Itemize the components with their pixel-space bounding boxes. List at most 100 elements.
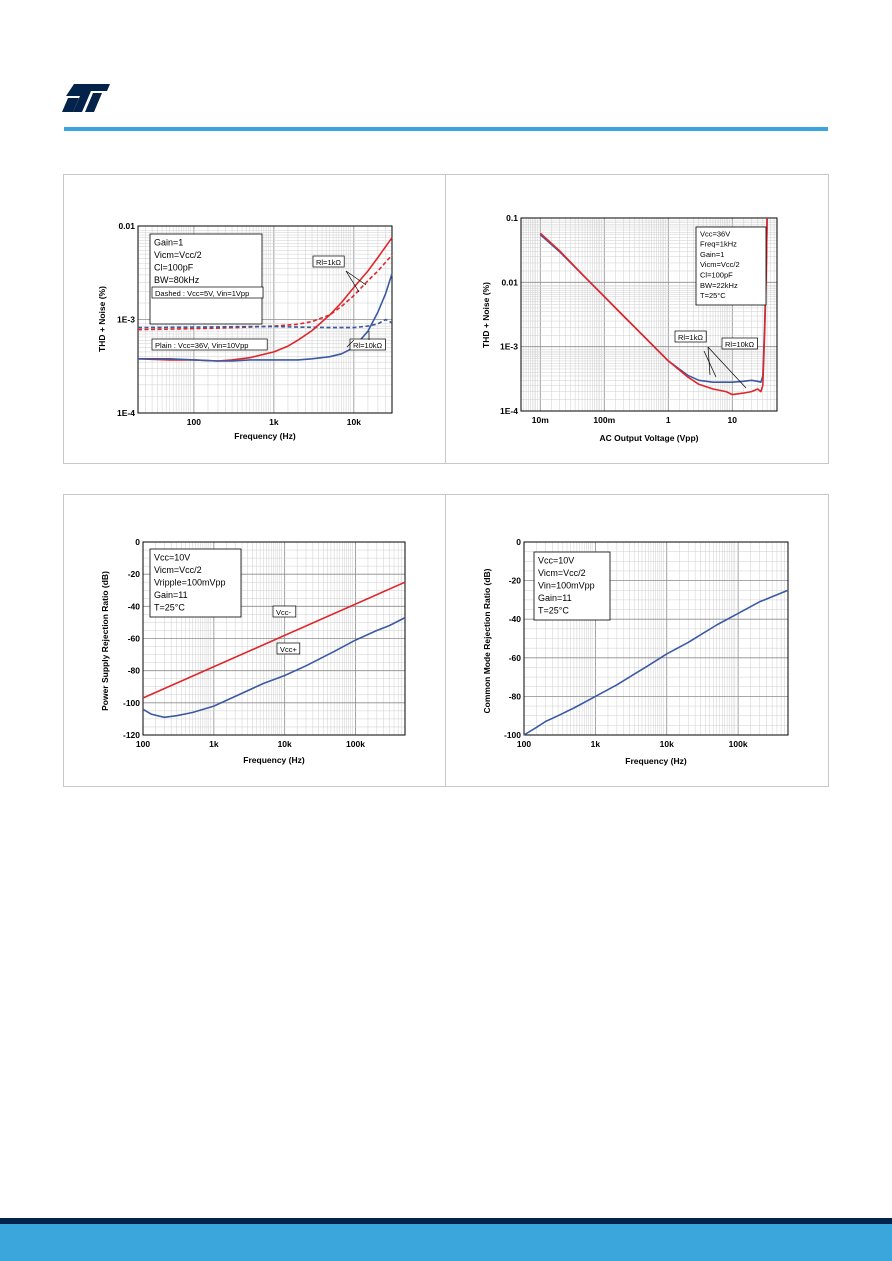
y-tick-label: -20 [128,569,141,579]
panel-divider-top [445,175,446,463]
x-tick-label: 100 [187,417,201,427]
x-axis-label: Frequency (Hz) [234,431,296,441]
series-line-red-solid [142,581,406,699]
figure-panel-bottom [63,494,829,787]
annotation-text: Rl=10kΩ [725,340,755,349]
y-tick-label: 0 [516,537,521,547]
condition-text: T=25°C [700,291,726,300]
annotation-box [151,286,264,299]
header-rule [64,127,828,131]
condition-text: Vcc=36V [700,229,730,238]
condition-text: T=25°C [538,606,569,616]
condition-text: BW=22kHz [700,281,738,290]
x-tick-label: 10k [347,417,361,427]
axis-ticks: 100 1k 10k 100k -120 -100 -80 -60 -40 -20 0 [123,537,365,749]
y-tick-label: 0.1 [506,213,518,223]
y-tick-label: -60 [128,634,141,644]
x-tick-label: 100k [346,739,365,749]
annotation-text: Rl=1kΩ [678,333,703,342]
annotations: Dashed : Vcc=5V, Vin=1Vpp Plain : Vcc=36V… [151,255,386,351]
conditions-frame [695,226,767,306]
plot-frame [523,541,789,736]
condition-text: Vicm=Vcc/2 [154,565,202,575]
x-tick-label: 1 [666,415,671,425]
annotation-text: Vcc+ [280,645,298,654]
y-axis-label: Common Mode Rejection Ratio (dB) [482,568,492,713]
series-line-red-solid [539,217,768,396]
y-tick-label: 1E-3 [500,342,518,352]
annotation-leaders [345,270,370,348]
condition-text: Vcc=10V [538,556,574,566]
y-tick-label: 0 [135,537,140,547]
condition-text: Vripple=100mVpp [154,578,225,588]
condition-text: Cl=100pF [154,263,194,273]
annotations: Vcc- Vcc+ [272,605,301,655]
annotation-box [312,255,345,268]
condition-text: Vcc=10V [154,553,190,563]
annotation-box [272,605,297,618]
conditions-frame [149,233,263,325]
conditions-frame [149,548,242,618]
y-tick-label: -80 [509,691,522,701]
annotation-box [674,330,707,343]
condition-text: Vin=100mVpp [538,581,595,591]
y-tick-label: 1E-4 [117,408,135,418]
y-axis-label: THD + Noise (%) [97,286,107,352]
annotation-box [349,338,386,351]
y-tick-label: 1E-3 [117,315,135,325]
chart-cmrr-vs-frequency: 100 1k 10k 100k -100 -80 -60 -40 -20 0 Vcc=10V Vic… [482,537,789,766]
y-tick-label: -60 [509,653,522,663]
chart-thd-vs-frequency: 100 1k 10k 1E-4 1E-3 0.01 Gain=1 Vicm=Vcc/2 Cl=… [97,221,393,441]
x-tick-label: 100m [593,415,615,425]
condition-text: Vicm=Vcc/2 [700,260,740,269]
x-tick-label: 10m [532,415,549,425]
condition-text: Gain=11 [538,593,572,603]
x-tick-label: 1k [209,739,219,749]
series-lines [142,581,406,719]
x-tick-label: 100k [729,739,748,749]
y-axis-label: Power Supply Rejection Ratio (dB) [100,571,110,711]
x-axis-label: AC Output Voltage (Vpp) [600,433,699,443]
series-line-blue-solid [523,589,789,736]
condition-text: Freq=1kHz [700,240,737,249]
series-lines [539,217,768,396]
y-tick-label: -80 [128,666,141,676]
figure-panel-top [63,174,829,464]
condition-text: Gain=11 [154,590,188,600]
chart-thd-vs-output-voltage: 10m 100m 1 10 1E-4 1E-3 0.01 0.1 Vcc=36V Freq=1k… [481,213,778,443]
series-lines [523,589,789,736]
annotation-leaders [703,346,747,389]
annotation-text: Rl=1kΩ [316,258,341,267]
annotation-text: Plain : Vcc=36V, Vin=10Vpp [155,341,248,350]
x-tick-label: 1k [269,417,279,427]
y-tick-label: -100 [504,730,521,740]
axis-ticks: 10m 100m 1 10 1E-4 1E-3 0.01 0.1 [500,213,737,425]
condition-text: Cl=100pF [700,271,733,280]
plot-frame [137,225,393,414]
x-tick-label: 10k [660,739,674,749]
condition-text: Vicm=Vcc/2 [538,568,586,578]
annotation-box [721,337,758,350]
y-axis-label: THD + Noise (%) [481,282,491,348]
axis-ticks: 100 1k 10k 100k -100 -80 -60 -40 -20 0 [504,537,748,749]
plot-frame [520,217,778,412]
y-tick-label: -100 [123,698,140,708]
x-tick-label: 10k [278,739,292,749]
annotations: Rl=1kΩ Rl=10kΩ [674,330,758,350]
series-line-blue-solid [142,616,406,719]
y-tick-label: 0.01 [501,277,518,287]
panel-divider-bottom [445,495,446,786]
y-tick-label: -40 [509,614,522,624]
annotation-text: Vcc- [276,608,292,617]
conditions-box: Vcc=10V Vicm=Vcc/2 Vripple=100mVpp Gain=11 T… [149,548,242,618]
x-axis-label: Frequency (Hz) [243,755,305,765]
chart-psrr-vs-frequency: 100 1k 10k 100k -120 -100 -80 -60 -40 -20 0 Vcc=10… [100,537,406,765]
x-tick-label: 1k [591,739,601,749]
annotation-text: Dashed : Vcc=5V, Vin=1Vpp [155,289,249,298]
x-tick-label: 10 [728,415,738,425]
footer-band [0,1224,892,1261]
y-tick-label: 0.01 [118,221,135,231]
condition-text: BW=80kHz [154,275,200,285]
grid-lines [520,217,778,412]
